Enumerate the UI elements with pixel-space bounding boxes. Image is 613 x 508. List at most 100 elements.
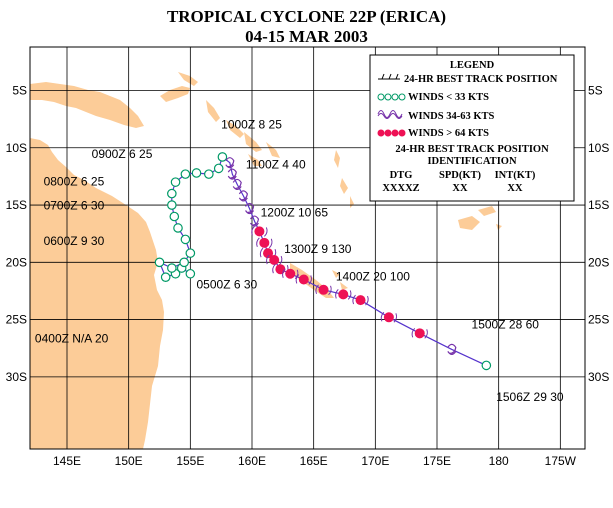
legend-id-line1: 24-HR BEST TRACK POSITION	[395, 144, 549, 155]
lon-tick-label: 165E	[300, 454, 328, 468]
track-annotation: 0900Z 6 25	[92, 147, 153, 161]
track-point-strong	[315, 284, 332, 296]
track-point-strong	[411, 327, 428, 339]
legend-weak-symbol	[377, 93, 406, 101]
map-title: TROPICAL CYCLONE 22P (ERICA)	[166, 7, 447, 26]
track-annotation: 1100Z 4 40	[246, 157, 306, 171]
australia-land	[30, 138, 164, 449]
track-annotation: 1500Z 28 60	[472, 318, 540, 332]
track-point-strong	[335, 289, 352, 300]
legend-box	[369, 54, 575, 202]
track-point-weak	[160, 272, 171, 283]
track-annotation: 1400Z 20 100	[336, 270, 410, 284]
legend-best-track-label: 24-HR BEST TRACK POSITION	[404, 74, 558, 85]
lon-tick-label: 155E	[176, 454, 204, 468]
track-point-weak	[217, 152, 228, 162]
legend-header-int: INT(KT)	[495, 170, 536, 181]
lon-tick-label: 150E	[115, 454, 143, 468]
legend-header-spd: SPD(KT)	[439, 170, 482, 181]
track-annotations: 1000Z 8 25 0900Z 6 25 1100Z 4 40 0800Z 6 25…	[35, 117, 564, 404]
new-guinea-land	[30, 82, 144, 128]
track-point-weak	[185, 248, 196, 258]
lat-tick-label-right: 10S	[588, 141, 609, 155]
lat-tick-label-left: 20S	[6, 255, 27, 269]
new-ireland-land	[178, 72, 198, 86]
track-point-weak	[169, 211, 180, 222]
track-point-weak	[179, 257, 189, 268]
lon-tick-label: 170E	[361, 454, 389, 468]
track-annotation: 0400Z N/A 20	[35, 331, 109, 345]
track-point-strong	[251, 226, 268, 237]
legend-moderate-symbol	[377, 110, 403, 119]
track-point-weak	[173, 223, 183, 233]
bougainville-land	[206, 100, 220, 122]
track-point-moderate	[225, 157, 235, 169]
track-annotation: 1200Z 10 65	[261, 206, 329, 220]
track-annotation: 1000Z 8 25	[221, 117, 282, 131]
track-point-weak	[180, 234, 191, 245]
legend-strong-symbol	[377, 129, 406, 137]
solomon-islands-land	[226, 120, 280, 166]
track-point-weak	[167, 263, 177, 273]
track-annotation: 0800Z 6 25	[44, 175, 105, 189]
legend-title: LEGEND	[450, 60, 495, 71]
lon-tick-label: 160E	[238, 454, 266, 468]
storm-track	[154, 152, 492, 371]
map-border	[29, 46, 586, 450]
land-masses	[30, 72, 570, 449]
lat-tick-label-right: 15S	[588, 198, 609, 212]
lon-tick-label: 175E	[423, 454, 451, 468]
track-point-strong	[259, 247, 277, 259]
track-point-weak	[185, 268, 196, 279]
coordinate-grid	[30, 47, 585, 449]
legend-weak-label: WINDS < 33 KTS	[408, 92, 489, 103]
track-annotation: 0600Z 9 30	[44, 234, 105, 248]
lat-tick-label-left: 30S	[6, 370, 27, 384]
lat-tick-label-left: 15S	[6, 198, 27, 212]
legend-best-track-symbol	[378, 73, 400, 80]
track-point-moderate	[238, 190, 248, 202]
lon-tick-label: 175W	[545, 454, 577, 468]
lat-tick-label-right: 30S	[588, 370, 609, 384]
legend-moderate-label: WINDS 34-63 KTS	[408, 111, 495, 122]
track-point-moderate	[447, 343, 457, 355]
track-point-strong	[256, 237, 273, 249]
track-point-strong	[282, 268, 299, 280]
track-point-weak	[167, 200, 177, 210]
loyalty-islands-land	[332, 270, 348, 290]
lat-tick-label-left: 10S	[6, 141, 27, 155]
new-britain-land	[160, 86, 190, 102]
legend-header-dtg: DTG	[390, 170, 413, 181]
track-point-weak	[167, 188, 177, 199]
track-point-strong	[352, 294, 369, 306]
track-point-weak	[180, 169, 191, 179]
track-point-weak	[154, 257, 165, 268]
vanuatu-land	[334, 150, 354, 208]
map-subtitle: 04-15 MAR 2003	[245, 27, 368, 46]
lat-tick-label-right: 20S	[588, 255, 609, 269]
legend-strong-label: WINDS > 64 KTS	[408, 128, 489, 139]
legend-value-int: XX	[507, 183, 523, 194]
track-point-moderate	[245, 202, 255, 215]
track-point-weak	[481, 360, 492, 371]
track-point-moderate	[232, 178, 242, 191]
lat-tick-label-right: 25S	[588, 313, 609, 327]
track-annotation: 1300Z 9 130	[284, 242, 352, 256]
track-point-weak	[204, 169, 214, 179]
track-point-strong	[380, 311, 398, 323]
legend: LEGEND 24-HR BEST TRACK POSITION WINDS <…	[369, 54, 575, 202]
legend-value-spd: XX	[452, 183, 468, 194]
track-point-weak	[170, 177, 181, 187]
track-point-weak	[213, 163, 224, 174]
track-point-strong	[295, 274, 312, 285]
track-point-moderate	[249, 215, 260, 227]
legend-value-dtg: XXXXZ	[382, 183, 419, 194]
track-point-moderate	[227, 168, 237, 180]
lat-tick-label-left: 25S	[6, 313, 27, 327]
lon-tick-label: 180	[489, 454, 509, 468]
track-point-weak	[191, 168, 202, 178]
legend-id-line2: IDENTIFICATION	[427, 156, 516, 167]
lon-tick-label: 145E	[53, 454, 81, 468]
axis-tick-labels: 145E 150E 155E 160E 165E 170E 175E 180 175W 5S 5S 1…	[6, 84, 610, 468]
